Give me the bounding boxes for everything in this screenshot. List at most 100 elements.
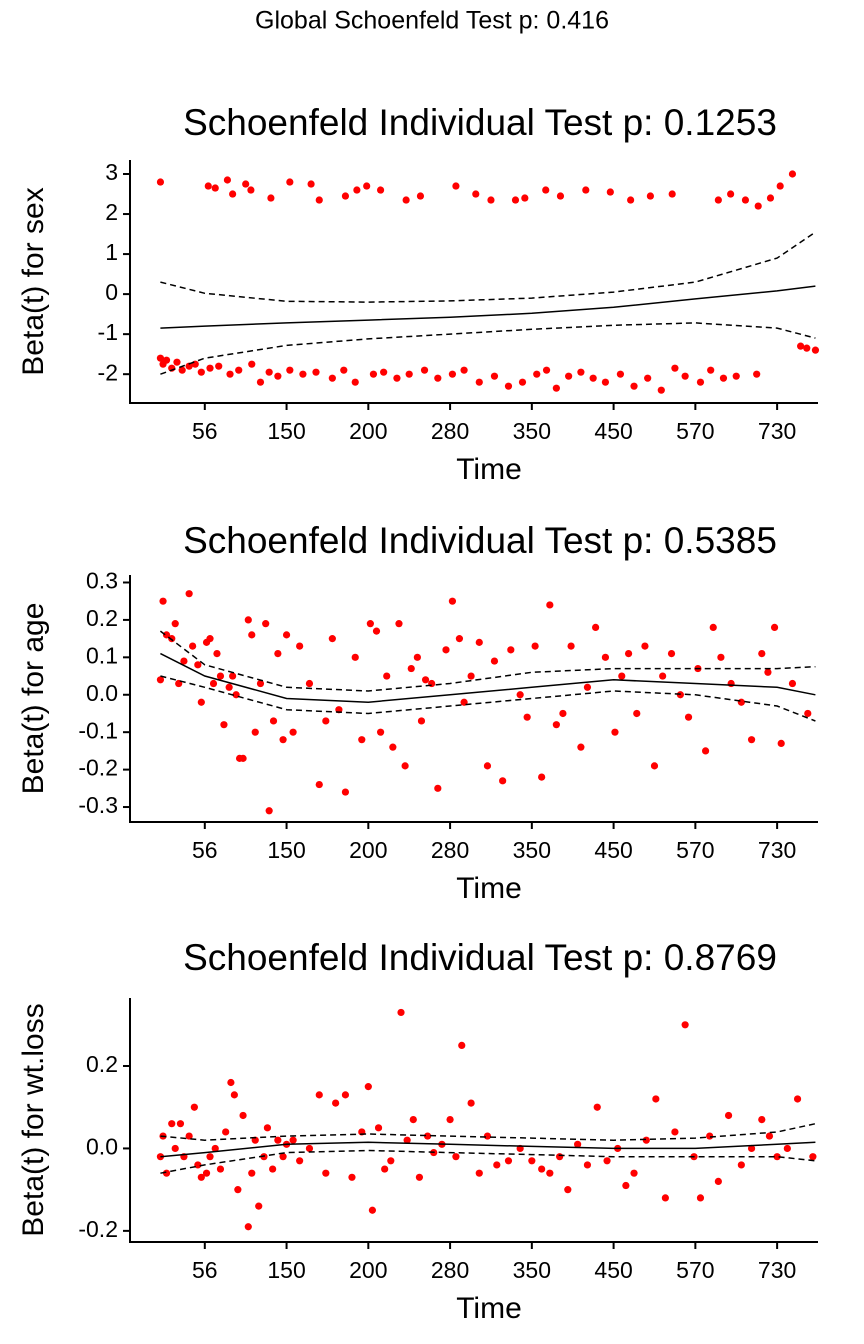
point bbox=[341, 1091, 350, 1099]
point bbox=[307, 180, 315, 188]
point bbox=[178, 366, 186, 374]
point bbox=[376, 728, 385, 736]
point bbox=[709, 623, 717, 631]
point bbox=[732, 372, 740, 380]
point bbox=[405, 370, 413, 378]
point bbox=[467, 1099, 475, 1107]
point bbox=[737, 1161, 745, 1169]
point bbox=[776, 182, 784, 190]
point bbox=[455, 635, 464, 643]
point bbox=[197, 368, 205, 376]
fit-line bbox=[160, 652, 816, 703]
point bbox=[737, 698, 745, 706]
point bbox=[589, 374, 597, 382]
point bbox=[559, 709, 567, 718]
point bbox=[516, 691, 524, 699]
point bbox=[552, 384, 560, 392]
x-tick-label: 350 bbox=[513, 837, 551, 863]
y-tick-label: 0.2 bbox=[86, 605, 118, 631]
point bbox=[490, 657, 499, 665]
ci-line bbox=[160, 675, 816, 722]
x-tick-label: 56 bbox=[192, 1257, 218, 1283]
point bbox=[220, 721, 228, 729]
point bbox=[574, 1140, 582, 1148]
point bbox=[727, 679, 735, 688]
y-tick-label: -1 bbox=[98, 319, 118, 345]
point bbox=[387, 1157, 395, 1165]
point bbox=[475, 638, 483, 646]
point bbox=[358, 736, 366, 744]
point bbox=[289, 728, 297, 736]
point bbox=[783, 1144, 791, 1153]
point bbox=[397, 1008, 405, 1017]
point bbox=[671, 1128, 679, 1136]
ci-line bbox=[160, 1149, 816, 1174]
point bbox=[372, 627, 381, 635]
point bbox=[189, 642, 197, 650]
point bbox=[657, 386, 665, 394]
point bbox=[652, 1095, 660, 1103]
point bbox=[286, 178, 294, 186]
point bbox=[564, 1186, 572, 1194]
point bbox=[542, 186, 550, 194]
x-tick-label: 280 bbox=[431, 837, 469, 863]
ci-line bbox=[159, 630, 816, 692]
point bbox=[504, 1157, 513, 1165]
point bbox=[753, 370, 761, 378]
point bbox=[504, 382, 513, 390]
point bbox=[633, 709, 641, 718]
x-tick-label: 730 bbox=[758, 418, 796, 444]
point bbox=[788, 170, 797, 178]
point bbox=[719, 374, 728, 382]
point bbox=[289, 1136, 297, 1144]
point bbox=[446, 1115, 454, 1124]
fit-line bbox=[160, 1141, 816, 1158]
point bbox=[434, 374, 442, 382]
point bbox=[630, 1169, 638, 1177]
point bbox=[340, 366, 348, 374]
x-tick-label: 450 bbox=[594, 837, 632, 863]
point bbox=[185, 590, 193, 598]
point bbox=[567, 642, 575, 650]
point bbox=[248, 360, 256, 368]
point bbox=[380, 368, 388, 376]
point bbox=[222, 1128, 230, 1136]
point bbox=[671, 364, 679, 372]
point bbox=[641, 642, 649, 650]
point bbox=[667, 649, 676, 658]
point bbox=[185, 1132, 193, 1140]
point bbox=[409, 1115, 417, 1124]
point bbox=[315, 780, 323, 789]
point bbox=[173, 358, 181, 366]
point bbox=[211, 1144, 219, 1153]
point bbox=[661, 1194, 669, 1202]
point bbox=[467, 672, 475, 680]
point bbox=[341, 788, 350, 796]
point bbox=[194, 661, 202, 669]
point bbox=[279, 736, 287, 744]
point bbox=[714, 196, 722, 204]
point bbox=[611, 728, 619, 736]
point bbox=[206, 1153, 214, 1161]
point bbox=[770, 623, 779, 631]
point bbox=[542, 366, 551, 374]
point bbox=[475, 378, 483, 386]
point bbox=[341, 192, 350, 200]
point bbox=[197, 1173, 205, 1181]
point bbox=[727, 190, 735, 198]
x-tick-label: 280 bbox=[431, 1257, 469, 1283]
point bbox=[180, 657, 188, 665]
point bbox=[156, 676, 165, 684]
point bbox=[646, 192, 654, 200]
x-tick-label: 350 bbox=[513, 1257, 551, 1283]
point bbox=[401, 762, 409, 770]
y-axis-title: Beta(t) for sex bbox=[17, 187, 50, 375]
point bbox=[376, 186, 385, 194]
point bbox=[267, 194, 275, 202]
point bbox=[696, 1194, 705, 1202]
point bbox=[226, 370, 234, 378]
fit-line bbox=[160, 285, 816, 329]
point bbox=[452, 182, 460, 190]
y-tick-label: 3 bbox=[105, 159, 118, 185]
point bbox=[211, 184, 219, 192]
